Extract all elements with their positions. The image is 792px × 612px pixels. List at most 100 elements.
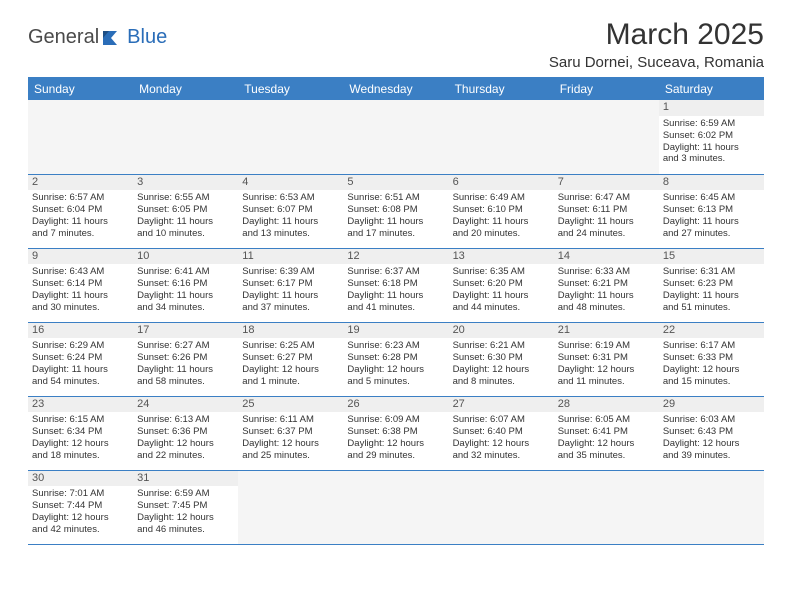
calendar-day-cell: 17Sunrise: 6:27 AMSunset: 6:26 PMDayligh… <box>133 322 238 396</box>
calendar-day-cell: 27Sunrise: 6:07 AMSunset: 6:40 PMDayligh… <box>449 396 554 470</box>
calendar-week-row: 23Sunrise: 6:15 AMSunset: 6:34 PMDayligh… <box>28 396 764 470</box>
sunset-text: Sunset: 6:30 PM <box>453 352 550 364</box>
day-number: 19 <box>343 323 448 339</box>
weekday-header: Friday <box>554 78 659 101</box>
sunrise-text: Sunrise: 6:21 AM <box>453 340 550 352</box>
calendar-day-cell: 21Sunrise: 6:19 AMSunset: 6:31 PMDayligh… <box>554 322 659 396</box>
daylight-text: Daylight: 11 hours <box>242 290 339 302</box>
daylight-text: Daylight: 11 hours <box>663 142 760 154</box>
daylight-text: Daylight: 12 hours <box>347 364 444 376</box>
daylight-text: and 18 minutes. <box>32 450 129 462</box>
daylight-text: Daylight: 11 hours <box>347 290 444 302</box>
day-number: 26 <box>343 397 448 413</box>
day-number: 28 <box>554 397 659 413</box>
sunset-text: Sunset: 6:43 PM <box>663 426 760 438</box>
sunset-text: Sunset: 6:10 PM <box>453 204 550 216</box>
calendar-day-cell: 14Sunrise: 6:33 AMSunset: 6:21 PMDayligh… <box>554 248 659 322</box>
daylight-text: Daylight: 11 hours <box>32 364 129 376</box>
calendar-empty-cell <box>343 100 448 174</box>
brand-logo: General Blue <box>28 18 167 49</box>
sunrise-text: Sunrise: 6:43 AM <box>32 266 129 278</box>
calendar-empty-cell <box>343 470 448 544</box>
calendar-week-row: 9Sunrise: 6:43 AMSunset: 6:14 PMDaylight… <box>28 248 764 322</box>
sunrise-text: Sunrise: 6:45 AM <box>663 192 760 204</box>
calendar-day-cell: 20Sunrise: 6:21 AMSunset: 6:30 PMDayligh… <box>449 322 554 396</box>
calendar-day-cell: 5Sunrise: 6:51 AMSunset: 6:08 PMDaylight… <box>343 174 448 248</box>
flag-icon <box>103 29 125 47</box>
calendar-week-row: 2Sunrise: 6:57 AMSunset: 6:04 PMDaylight… <box>28 174 764 248</box>
daylight-text: Daylight: 12 hours <box>558 438 655 450</box>
weekday-header: Sunday <box>28 78 133 101</box>
day-number: 2 <box>28 175 133 191</box>
day-number: 25 <box>238 397 343 413</box>
day-number: 27 <box>449 397 554 413</box>
daylight-text: and 48 minutes. <box>558 302 655 314</box>
calendar-day-cell: 31Sunrise: 6:59 AMSunset: 7:45 PMDayligh… <box>133 470 238 544</box>
calendar-empty-cell <box>28 100 133 174</box>
daylight-text: Daylight: 11 hours <box>137 290 234 302</box>
daylight-text: Daylight: 11 hours <box>453 216 550 228</box>
daylight-text: Daylight: 11 hours <box>242 216 339 228</box>
daylight-text: Daylight: 11 hours <box>32 290 129 302</box>
calendar-day-cell: 8Sunrise: 6:45 AMSunset: 6:13 PMDaylight… <box>659 174 764 248</box>
sunrise-text: Sunrise: 6:37 AM <box>347 266 444 278</box>
daylight-text: and 32 minutes. <box>453 450 550 462</box>
sunset-text: Sunset: 6:02 PM <box>663 130 760 142</box>
daylight-text: and 17 minutes. <box>347 228 444 240</box>
sunset-text: Sunset: 7:45 PM <box>137 500 234 512</box>
sunset-text: Sunset: 6:16 PM <box>137 278 234 290</box>
calendar-day-cell: 12Sunrise: 6:37 AMSunset: 6:18 PMDayligh… <box>343 248 448 322</box>
day-number: 17 <box>133 323 238 339</box>
sunrise-text: Sunrise: 6:27 AM <box>137 340 234 352</box>
daylight-text: Daylight: 12 hours <box>137 512 234 524</box>
sunrise-text: Sunrise: 6:23 AM <box>347 340 444 352</box>
daylight-text: and 10 minutes. <box>137 228 234 240</box>
sunset-text: Sunset: 6:21 PM <box>558 278 655 290</box>
daylight-text: and 58 minutes. <box>137 376 234 388</box>
sunrise-text: Sunrise: 6:15 AM <box>32 414 129 426</box>
calendar-week-row: 16Sunrise: 6:29 AMSunset: 6:24 PMDayligh… <box>28 322 764 396</box>
calendar-day-cell: 7Sunrise: 6:47 AMSunset: 6:11 PMDaylight… <box>554 174 659 248</box>
weekday-header: Wednesday <box>343 78 448 101</box>
daylight-text: and 22 minutes. <box>137 450 234 462</box>
day-number: 29 <box>659 397 764 413</box>
calendar-empty-cell <box>659 470 764 544</box>
sunrise-text: Sunrise: 6:59 AM <box>663 118 760 130</box>
calendar-empty-cell <box>238 100 343 174</box>
calendar-empty-cell <box>133 100 238 174</box>
calendar-head: SundayMondayTuesdayWednesdayThursdayFrid… <box>28 78 764 101</box>
daylight-text: and 20 minutes. <box>453 228 550 240</box>
daylight-text: Daylight: 12 hours <box>242 364 339 376</box>
sunrise-text: Sunrise: 6:47 AM <box>558 192 655 204</box>
calendar-day-cell: 22Sunrise: 6:17 AMSunset: 6:33 PMDayligh… <box>659 322 764 396</box>
daylight-text: Daylight: 12 hours <box>453 438 550 450</box>
sunset-text: Sunset: 6:13 PM <box>663 204 760 216</box>
daylight-text: and 27 minutes. <box>663 228 760 240</box>
sunset-text: Sunset: 6:36 PM <box>137 426 234 438</box>
calendar-day-cell: 11Sunrise: 6:39 AMSunset: 6:17 PMDayligh… <box>238 248 343 322</box>
title-block: March 2025 Saru Dornei, Suceava, Romania <box>549 18 764 71</box>
sunset-text: Sunset: 6:23 PM <box>663 278 760 290</box>
calendar-table: SundayMondayTuesdayWednesdayThursdayFrid… <box>28 77 764 545</box>
sunset-text: Sunset: 7:44 PM <box>32 500 129 512</box>
sunset-text: Sunset: 6:31 PM <box>558 352 655 364</box>
sunset-text: Sunset: 6:41 PM <box>558 426 655 438</box>
sunrise-text: Sunrise: 6:55 AM <box>137 192 234 204</box>
day-number: 20 <box>449 323 554 339</box>
calendar-day-cell: 16Sunrise: 6:29 AMSunset: 6:24 PMDayligh… <box>28 322 133 396</box>
day-number: 7 <box>554 175 659 191</box>
sunrise-text: Sunrise: 6:05 AM <box>558 414 655 426</box>
daylight-text: and 24 minutes. <box>558 228 655 240</box>
sunrise-text: Sunrise: 6:11 AM <box>242 414 339 426</box>
sunrise-text: Sunrise: 6:25 AM <box>242 340 339 352</box>
daylight-text: Daylight: 11 hours <box>137 364 234 376</box>
calendar-day-cell: 1Sunrise: 6:59 AMSunset: 6:02 PMDaylight… <box>659 100 764 174</box>
sunset-text: Sunset: 6:28 PM <box>347 352 444 364</box>
day-number: 31 <box>133 471 238 487</box>
calendar-day-cell: 28Sunrise: 6:05 AMSunset: 6:41 PMDayligh… <box>554 396 659 470</box>
day-number: 11 <box>238 249 343 265</box>
calendar-day-cell: 23Sunrise: 6:15 AMSunset: 6:34 PMDayligh… <box>28 396 133 470</box>
day-number: 8 <box>659 175 764 191</box>
day-number: 14 <box>554 249 659 265</box>
day-number: 15 <box>659 249 764 265</box>
